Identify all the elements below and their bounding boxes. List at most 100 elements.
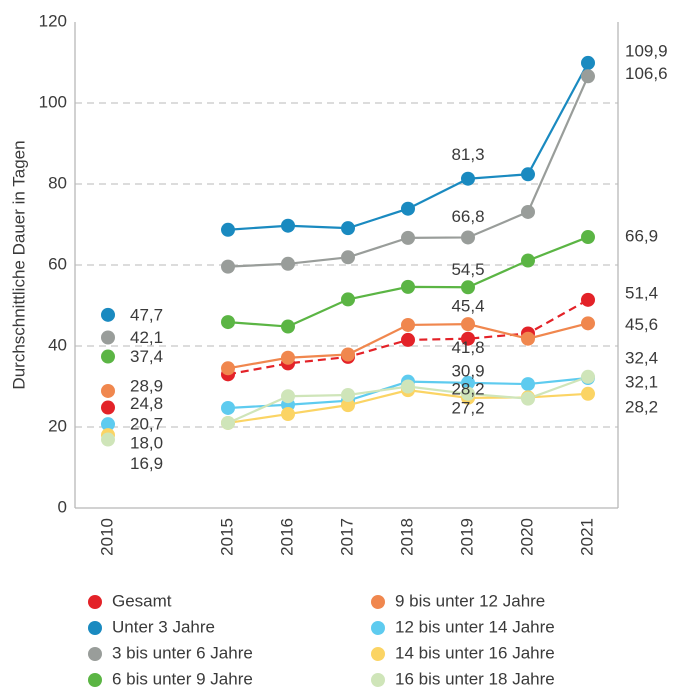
- legend-marker: [88, 595, 102, 609]
- point: [101, 417, 115, 432]
- legend-marker: [371, 647, 385, 661]
- point: [341, 292, 355, 307]
- point: [101, 383, 115, 398]
- value-label: 81,3: [451, 145, 484, 164]
- point: [281, 218, 295, 233]
- legend-label: 12 bis unter 14 Jahre: [395, 617, 555, 636]
- value-label: 28,2: [625, 397, 658, 416]
- legend-label: 6 bis unter 9 Jahre: [112, 669, 253, 688]
- point: [401, 332, 415, 347]
- point: [401, 201, 415, 216]
- value-label: 66,8: [451, 207, 484, 226]
- x-tick-label: 2021: [577, 518, 596, 556]
- value-label: 45,4: [451, 297, 484, 316]
- point: [401, 230, 415, 245]
- point: [581, 386, 595, 401]
- value-label: 42,1: [130, 328, 163, 347]
- legend-label: Unter 3 Jahre: [112, 617, 215, 636]
- point: [461, 386, 475, 401]
- point: [221, 361, 235, 376]
- point: [581, 230, 595, 245]
- value-label: 28,2: [451, 379, 484, 398]
- point: [521, 377, 535, 392]
- point: [461, 375, 475, 390]
- markers: [101, 55, 595, 447]
- point: [101, 330, 115, 345]
- point: [341, 398, 355, 413]
- point: [461, 280, 475, 295]
- point: [581, 292, 595, 307]
- point: [521, 167, 535, 182]
- value-label: 20,7: [130, 415, 163, 434]
- value-label: 66,9: [625, 227, 658, 246]
- point: [221, 222, 235, 237]
- value-label: 109,9: [625, 41, 668, 60]
- y-tick-label: 0: [58, 497, 67, 516]
- point: [221, 259, 235, 274]
- value-label: 27,2: [451, 398, 484, 417]
- x-tick-label: 2020: [517, 518, 536, 556]
- value-label: 37,4: [130, 347, 163, 366]
- value-label: 51,4: [625, 283, 658, 302]
- point: [461, 331, 475, 346]
- value-label: 32,4: [625, 348, 658, 367]
- value-label: 41,8: [451, 338, 484, 357]
- point: [521, 331, 535, 346]
- point: [281, 350, 295, 365]
- point: [341, 388, 355, 403]
- point: [521, 253, 535, 268]
- point: [101, 432, 115, 447]
- point: [281, 407, 295, 422]
- point: [281, 389, 295, 404]
- y-tick-label: 120: [39, 11, 67, 30]
- point: [281, 256, 295, 271]
- legend-label: 3 bis unter 6 Jahre: [112, 643, 253, 662]
- y-tick-label: 100: [39, 92, 67, 111]
- y-tick-label: 80: [48, 173, 67, 192]
- point: [221, 315, 235, 330]
- point: [581, 316, 595, 331]
- point: [221, 400, 235, 415]
- point: [101, 307, 115, 322]
- x-tick-label: 2010: [97, 518, 116, 556]
- point: [401, 279, 415, 294]
- point: [581, 69, 595, 84]
- point: [341, 221, 355, 236]
- point: [521, 391, 535, 406]
- point: [101, 400, 115, 415]
- value-label: 28,9: [130, 376, 163, 395]
- value-label: 106,6: [625, 64, 668, 83]
- value-labels: 24,8 41,8 51,4 47,7 81,3 109,9 42,1 66,8 106,6 37…: [130, 41, 668, 473]
- legend-marker: [88, 673, 102, 687]
- point: [521, 204, 535, 219]
- point: [101, 349, 115, 364]
- x-tick-label: 2017: [337, 518, 356, 556]
- value-label: 54,5: [451, 260, 484, 279]
- x-tick-label: 2018: [397, 518, 416, 556]
- value-label: 18,0: [130, 434, 163, 453]
- y-axis-label: Durchschnittliche Dauer in Tagen: [9, 140, 28, 389]
- point: [461, 230, 475, 245]
- legend-marker: [88, 621, 102, 635]
- legend-label: 14 bis unter 16 Jahre: [395, 643, 555, 662]
- x-tick-label: 2016: [277, 518, 296, 556]
- point: [341, 250, 355, 265]
- legend-label: Gesamt: [112, 591, 172, 610]
- y-tick-label: 40: [48, 335, 67, 354]
- point: [401, 379, 415, 394]
- x-tick-label: 2015: [217, 518, 236, 556]
- point: [461, 171, 475, 186]
- legend-marker: [88, 647, 102, 661]
- point: [341, 347, 355, 362]
- point: [581, 55, 595, 70]
- point: [281, 319, 295, 334]
- value-label: 47,7: [130, 305, 163, 324]
- legend-label: 16 bis unter 18 Jahre: [395, 669, 555, 688]
- legend-marker: [371, 621, 385, 635]
- legend-label: 9 bis unter 12 Jahre: [395, 591, 545, 610]
- point: [221, 415, 235, 430]
- y-tick-label: 60: [48, 254, 67, 273]
- point: [461, 317, 475, 332]
- value-label: 45,6: [625, 315, 658, 334]
